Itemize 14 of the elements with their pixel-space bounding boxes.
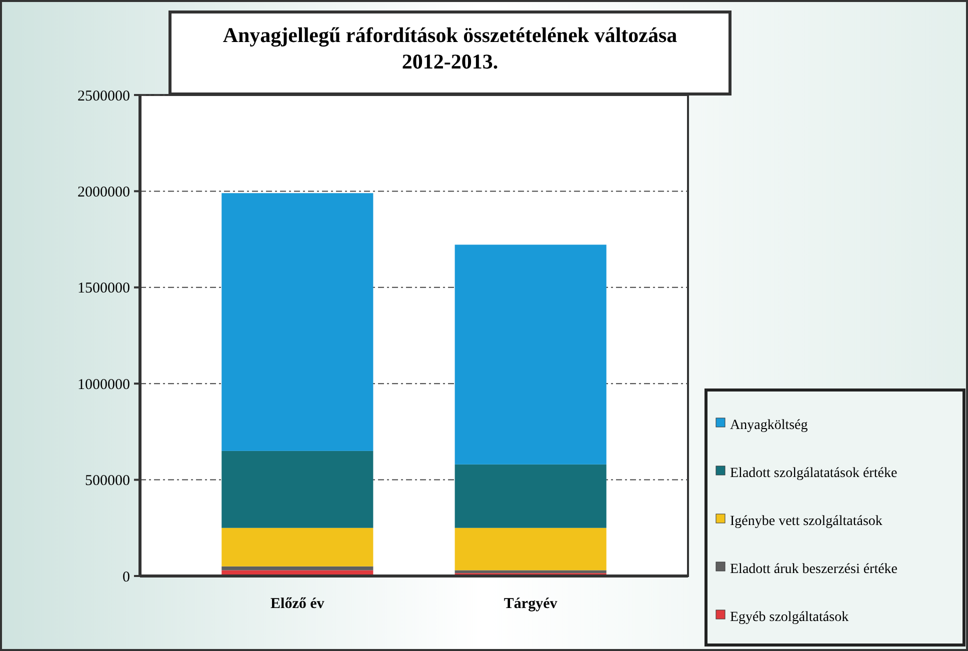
legend-label: Eladott áruk beszerzési értéke [730, 562, 898, 577]
y-tick-label: 1000000 [78, 376, 130, 393]
chart-title: Anyagjellegű ráfordítások összetételének változása 2012-2013. [222, 23, 678, 74]
legend-label: Igénybe vett szolgáltatások [730, 514, 882, 529]
x-tick-label: Előző év [270, 596, 325, 612]
y-tick-label: 2000000 [78, 184, 130, 200]
y-tick-label: 2500000 [78, 88, 130, 104]
y-tick-label: 0 [122, 569, 130, 586]
legend-label: Egyéb szolgáltatások [730, 610, 849, 625]
x-tick-label: Tárgyév [504, 596, 558, 612]
y-tick-label: 1500000 [78, 280, 130, 297]
y-tick-label: 500000 [85, 473, 130, 490]
legend-label: Eladott szolgálatatások értéke [730, 466, 898, 481]
legend-label: Anyagköltség [730, 418, 808, 433]
